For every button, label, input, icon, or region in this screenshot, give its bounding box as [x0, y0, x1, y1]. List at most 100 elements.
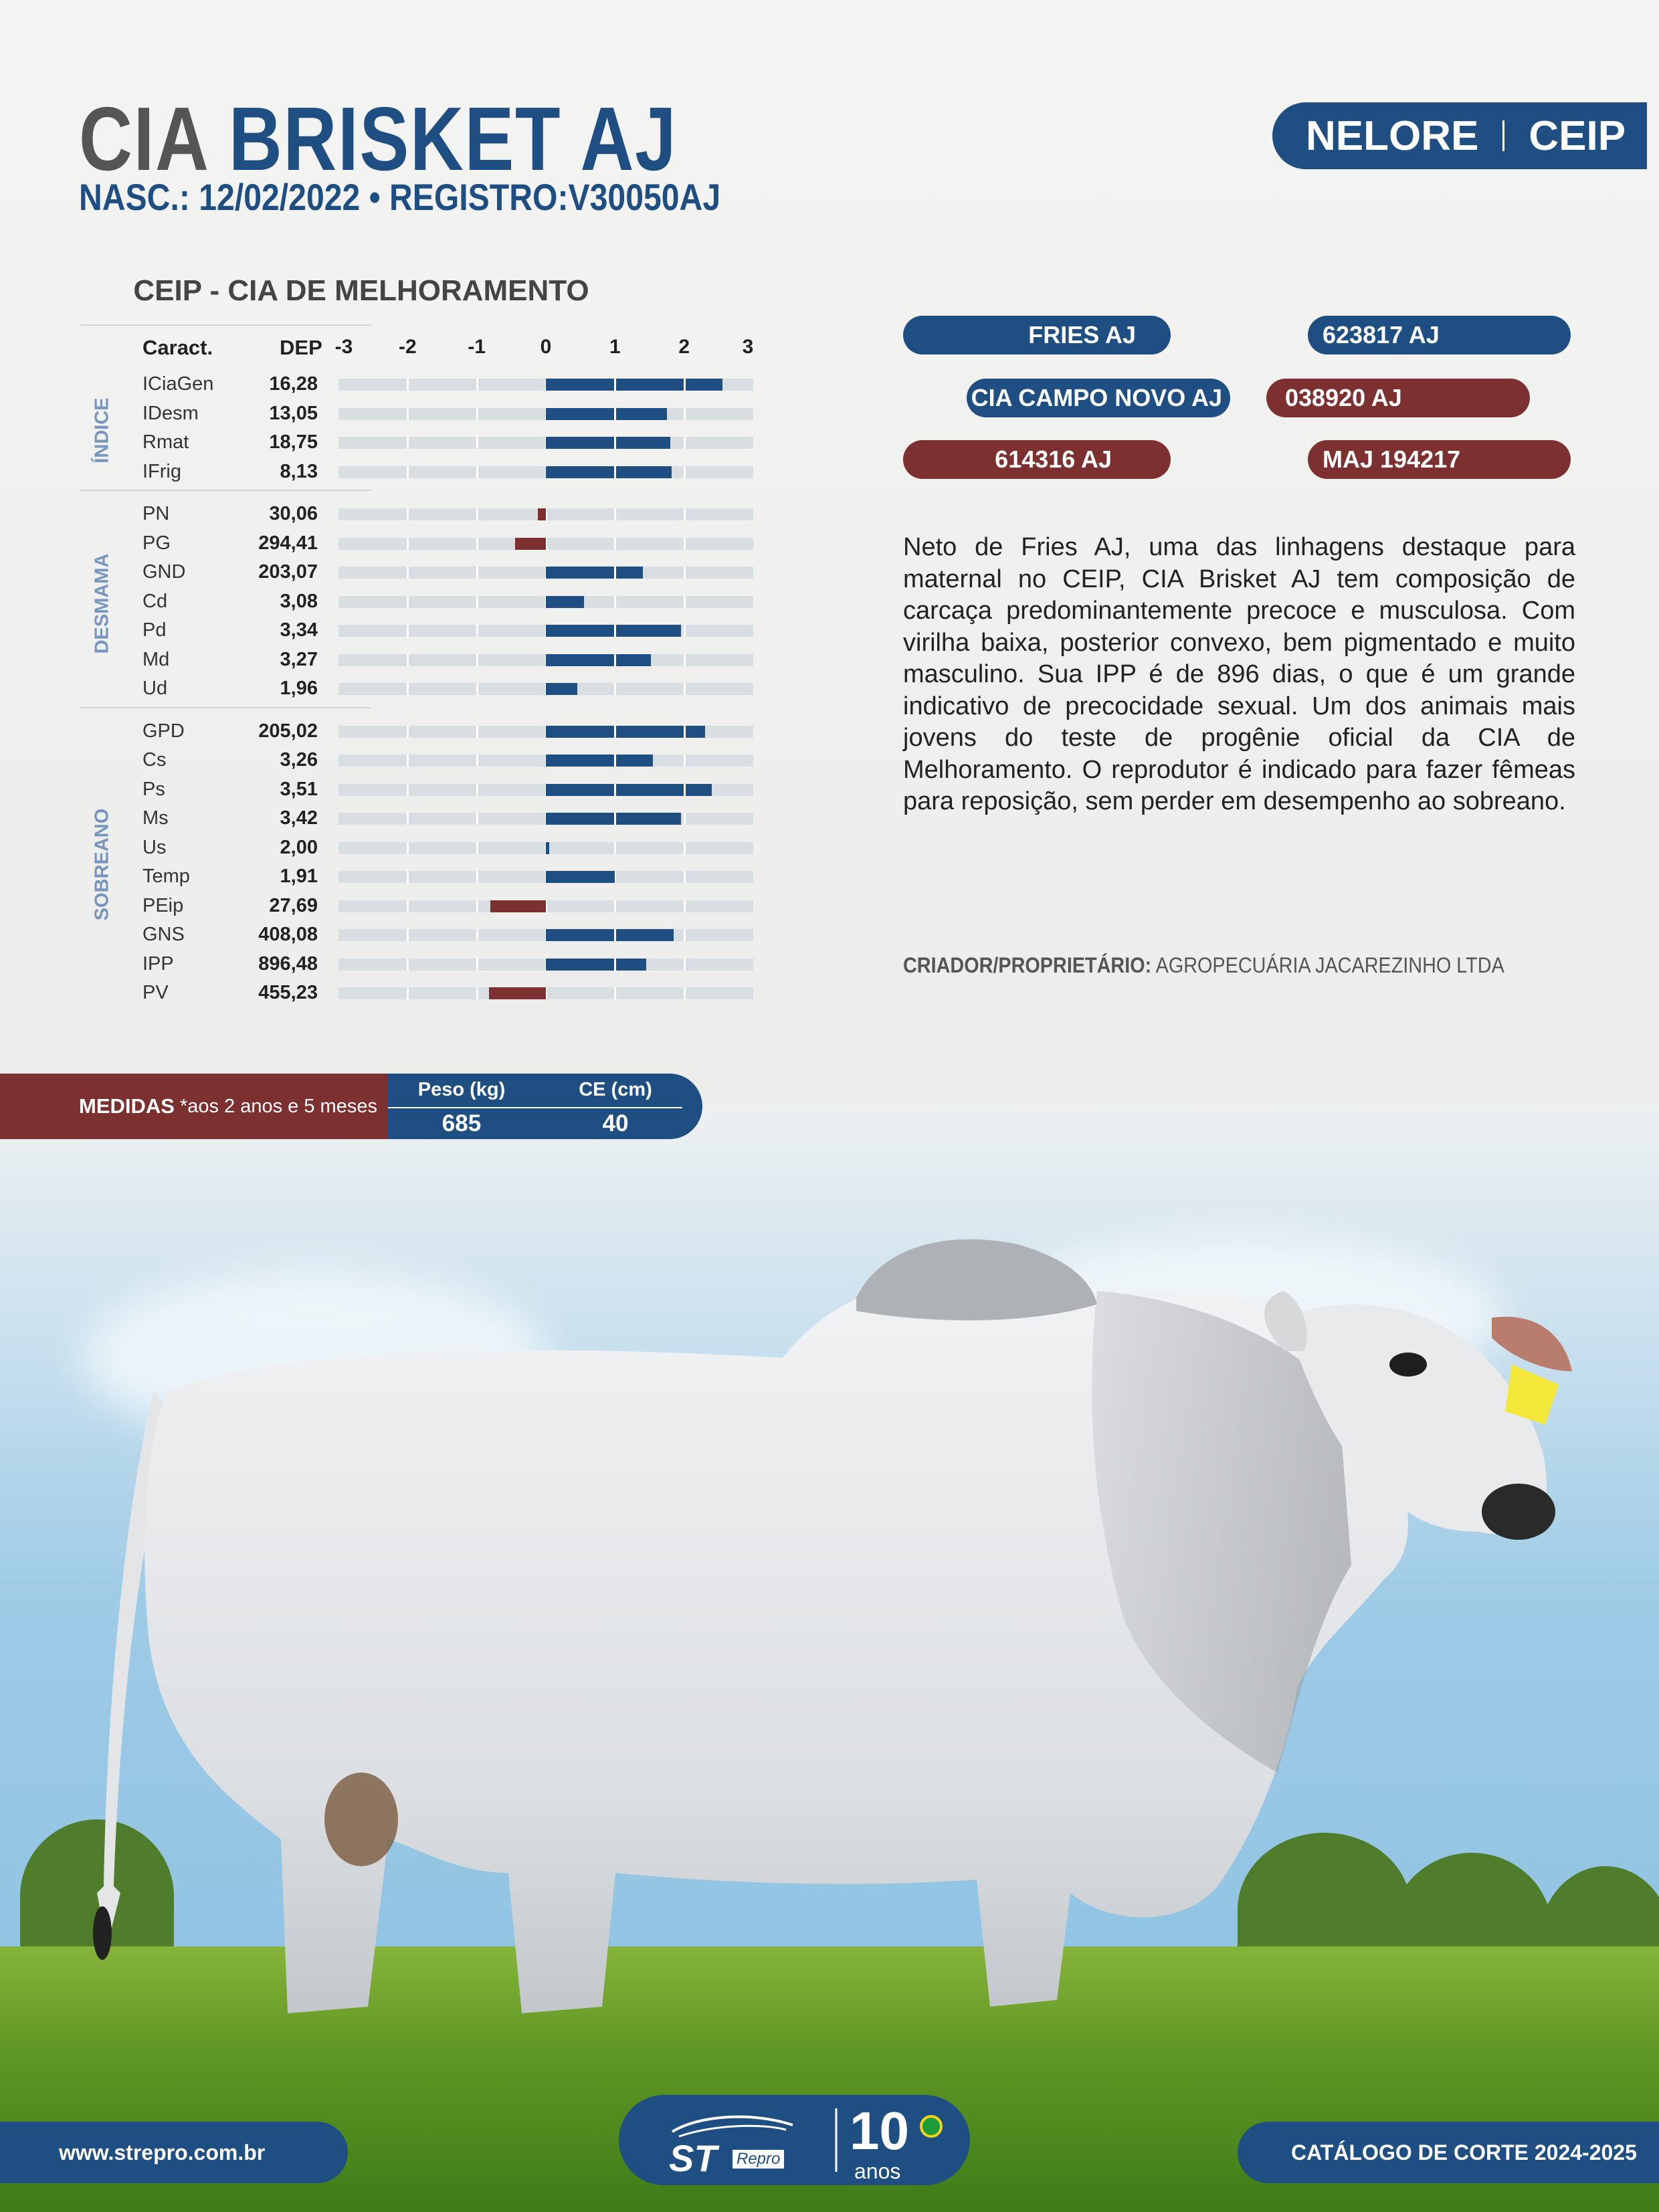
bar-track	[338, 755, 753, 767]
trait-name: Cs	[142, 749, 167, 771]
logo-text: ST	[669, 2137, 717, 2179]
dep-bar	[546, 437, 670, 449]
dep-bar	[546, 653, 652, 666]
trait-name: Md	[142, 648, 170, 670]
bar-gridline	[614, 567, 617, 579]
track-gridline	[407, 783, 409, 796]
measures-values-box: Peso (kg) CE (cm) 685 40	[388, 1074, 702, 1139]
badge-divider	[1502, 120, 1505, 151]
owner-line: CRIADOR/PROPRIETÁRIO: AGROPECUÁRIA JACAR…	[903, 953, 1504, 978]
axis-tick-label: -2	[398, 336, 417, 358]
trait-name: PEip	[142, 894, 184, 916]
trait-value: 30,06	[269, 503, 318, 524]
trait-name: Cd	[142, 590, 168, 612]
track-gridline	[476, 379, 478, 391]
track-gridline	[407, 625, 409, 637]
dep-bar	[546, 407, 667, 420]
bar-gridline	[614, 379, 617, 391]
bar-track	[338, 987, 753, 999]
track-gridline	[407, 508, 409, 520]
bar-track	[338, 813, 753, 825]
bar-track	[338, 841, 753, 854]
track-gridline	[407, 841, 409, 854]
track-gridline	[407, 567, 409, 579]
bar-track	[338, 595, 753, 608]
track-gridline	[683, 407, 686, 420]
nelore-bull-image	[93, 1239, 1572, 2013]
track-gridline	[476, 407, 478, 420]
website-link[interactable]: www.strepro.com.br	[59, 2140, 266, 2165]
track-gridline	[476, 683, 478, 695]
trait-name: PN	[142, 503, 170, 524]
title-part2: BRISKET AJ	[228, 88, 678, 189]
dep-bar	[537, 508, 546, 520]
website-pill[interactable]: www.strepro.com.br	[0, 2122, 348, 2183]
track-gridline	[407, 929, 409, 941]
trait-value: 3,27	[280, 648, 318, 670]
pedigree-dam-registry: MAJ 194217	[1308, 440, 1571, 479]
bar-track	[338, 625, 753, 637]
track-gridline	[476, 958, 478, 971]
track-gridline	[545, 900, 547, 912]
bar-track	[338, 929, 753, 941]
col-header-caract: Caract.	[142, 336, 213, 359]
track-gridline	[683, 625, 686, 637]
track-gridline	[614, 683, 617, 695]
trait-name: Ms	[142, 807, 169, 829]
trait-value: 1,91	[280, 866, 318, 887]
weight-label: Peso (kg)	[417, 1079, 506, 1100]
track-gridline	[476, 813, 478, 825]
trait-value: 3,51	[280, 778, 318, 800]
group-label: DESMAMA	[91, 553, 113, 654]
trait-name: GPD	[142, 720, 185, 742]
axis-tick-label: -3	[334, 336, 353, 358]
track-gridline	[476, 466, 478, 478]
track-gridline	[683, 900, 686, 912]
bar-track	[338, 466, 753, 478]
dep-bar	[546, 755, 654, 767]
track-gridline	[476, 653, 478, 666]
track-gridline	[614, 595, 617, 608]
pedigree-sire: FRIES AJ	[903, 316, 1171, 355]
birth-registry-line: NASC.: 12/02/2022 • REGISTRO:V30050AJ	[79, 175, 720, 219]
track-gridline	[476, 987, 478, 999]
trait-name: IDesm	[142, 402, 199, 424]
axis-tick-label: 0	[540, 336, 552, 358]
bar-track	[338, 508, 753, 520]
trait-name: GND	[142, 561, 186, 583]
pedigree-dam-sire: CIA CAMPO NOVO AJ	[967, 379, 1230, 417]
bar-track	[338, 437, 753, 449]
col-header-dep: DEP	[280, 336, 322, 359]
bar-gridline	[614, 653, 617, 666]
trait-value: 1,96	[280, 678, 318, 699]
dep-bar	[546, 783, 712, 796]
track-gridline	[407, 958, 409, 971]
track-gridline	[476, 871, 478, 883]
measures-label: MEDIDAS	[79, 1094, 175, 1118]
trait-value: 16,28	[269, 373, 318, 395]
pedigree-dam: 614316 AJ	[903, 440, 1171, 479]
track-gridline	[683, 987, 686, 999]
track-gridline	[476, 725, 478, 738]
bar-gridline	[614, 407, 617, 420]
dep-bar	[546, 725, 705, 738]
trait-name: GNS	[142, 924, 185, 945]
registry-label: REGISTRO:	[389, 176, 569, 218]
trait-name: Temp	[142, 866, 190, 887]
track-gridline	[476, 900, 478, 912]
trait-value: 294,41	[258, 532, 318, 554]
track-gridline	[683, 437, 686, 449]
bar-track	[338, 379, 753, 391]
owner-label: CRIADOR/PROPRIETÁRIO:	[903, 953, 1152, 977]
birth-label: NASC.:	[79, 176, 190, 218]
trait-value: 3,08	[280, 590, 318, 612]
bar-gridline	[614, 755, 617, 767]
track-gridline	[683, 567, 686, 579]
breed-badge: NELORE CEIP	[1272, 102, 1647, 169]
track-gridline	[614, 841, 617, 854]
bar-gridline	[614, 625, 617, 637]
program-name: CEIP	[1529, 112, 1626, 159]
dep-bar	[489, 987, 546, 999]
track-gridline	[476, 567, 478, 579]
trait-value: 408,08	[258, 924, 318, 945]
